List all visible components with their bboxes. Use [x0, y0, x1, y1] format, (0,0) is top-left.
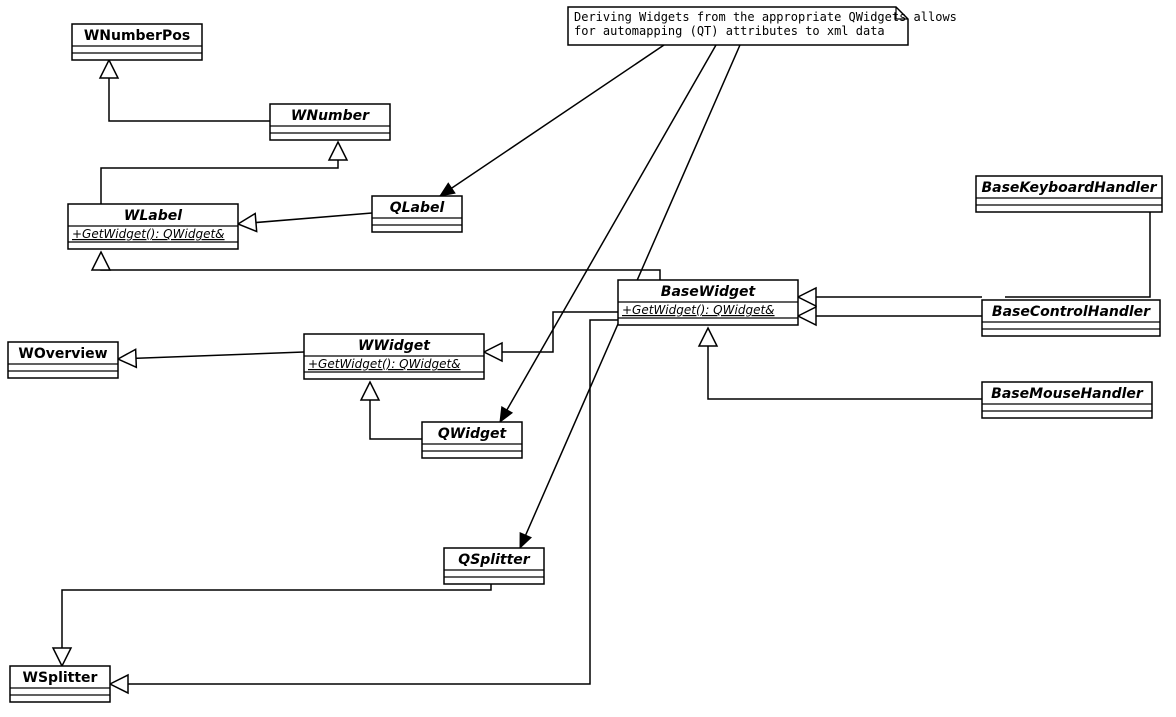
uml-class-BaseControlHandler: BaseControlHandler	[982, 300, 1160, 336]
uml-class-BaseMouseHandler: BaseMouseHandler	[982, 382, 1152, 418]
uml-class-QSplitter: QSplitter	[444, 548, 544, 584]
class-name: QSplitter	[458, 552, 530, 568]
class-name: WWidget	[358, 338, 431, 354]
class-name: WOverview	[18, 346, 107, 362]
class-name: BaseMouseHandler	[991, 386, 1144, 402]
uml-class-WNumberPos: WNumberPos	[72, 24, 202, 60]
uml-class-WSplitter: WSplitter	[10, 666, 110, 702]
class-method: +GetWidget(): QWidget&	[72, 227, 225, 241]
class-name: WLabel	[124, 208, 182, 224]
class-name: QLabel	[390, 200, 445, 216]
class-name: QWidget	[438, 426, 508, 442]
class-name: WNumber	[291, 108, 370, 124]
class-name: BaseControlHandler	[992, 304, 1151, 320]
uml-class-BaseKeyboardHandler: BaseKeyboardHandler	[976, 176, 1162, 212]
uml-note: Deriving Widgets from the appropriate QW…	[568, 7, 957, 45]
class-name: BaseKeyboardHandler	[981, 180, 1157, 196]
uml-class-QWidget: QWidget	[422, 422, 522, 458]
class-name: WNumberPos	[84, 28, 190, 44]
uml-class-WLabel: WLabel +GetWidget(): QWidget&	[68, 204, 238, 249]
uml-class-BaseWidget: BaseWidget +GetWidget(): QWidget&	[618, 280, 798, 325]
uml-class-WNumber: WNumber	[270, 104, 390, 140]
uml-class-WOverview: WOverview	[8, 342, 118, 378]
class-name: BaseWidget	[661, 284, 757, 300]
note-line: for automapping (QT) attributes to xml d…	[574, 24, 885, 38]
uml-class-QLabel: QLabel	[372, 196, 462, 232]
class-method: +GetWidget(): QWidget&	[622, 303, 775, 317]
uml-class-WWidget: WWidget +GetWidget(): QWidget&	[304, 334, 484, 379]
note-line: Deriving Widgets from the appropriate QW…	[574, 10, 957, 24]
class-method: +GetWidget(): QWidget&	[308, 357, 461, 371]
class-name: WSplitter	[23, 670, 98, 686]
